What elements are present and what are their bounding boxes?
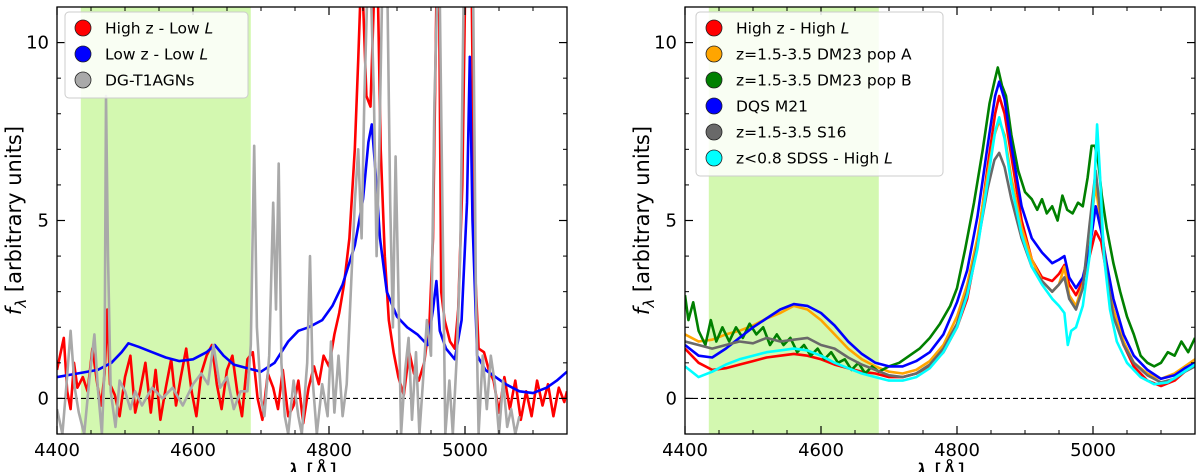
left-legend-marker [74,19,92,37]
left-series-line-2 [57,55,567,395]
left-legend: High z - Low L Low z - Low L DG-T1AGNs [64,11,249,99]
right-y-tick-label: 5 [666,211,677,232]
left-legend-label: Low z - Low L [105,46,208,64]
left-legend-marker [74,45,92,63]
right-y-tick-label: 0 [666,388,677,409]
right-legend-label: z=1.5-3.5 S16 [736,124,847,142]
left-x-tick-label: 4800 [306,440,352,461]
left-y-axis-label: fλ [arbitrary units] [2,126,30,315]
right-legend-marker [705,71,723,89]
right-legend-label: z<0.8 SDSS - High L [736,150,893,168]
right-x-tick-label: 4800 [934,440,980,461]
left-x-tick-label: 4400 [34,440,80,461]
right-panel: 4400 4600 4800 5000 0 5 10 λ [Å] fλ [arbitrary u… [630,6,1196,472]
right-legend-marker [705,123,723,141]
left-series-line-3 [57,7,521,434]
right-legend-marker [705,45,723,63]
right-legend-frame [695,11,944,177]
right-legend-label: z=1.5-3.5 DM23 pop A [736,46,912,64]
left-legend-label: DG-T1AGNs [105,72,194,90]
right-y-tick-label: 10 [654,33,677,54]
right-x-axis-label: λ [Å] [914,458,965,472]
left-legend-marker [74,71,92,89]
right-y-axis-label: fλ [arbitrary units] [630,126,658,315]
left-panel: 4400 4600 4800 5000 0 5 10 λ [Å] fλ [arbitrary u… [2,6,568,472]
right-legend-label: High z - High L [736,20,849,38]
right-series-line-3 [685,66,1195,375]
left-x-tick-label: 4600 [170,440,216,461]
left-y-tick-label: 10 [26,33,49,54]
right-legend-label: z=1.5-3.5 DM23 pop B [736,72,912,90]
left-legend-label: High z - Low L [105,20,213,38]
right-x-tick-label: 4600 [798,440,844,461]
left-legend-frame [64,11,249,99]
right-legend-marker [705,149,723,167]
right-x-tick-label: 5000 [1070,440,1116,461]
left-x-tick-label: 5000 [442,440,488,461]
left-y-tick-label: 0 [38,388,49,409]
right-x-tick-label: 4400 [662,440,708,461]
right-series-line-6 [685,116,1195,386]
right-legend: High z - High L z=1.5-3.5 DM23 pop A z=1.5… [695,11,944,177]
right-legend-marker [705,97,723,115]
right-legend-marker [705,19,723,37]
left-x-axis-label: λ [Å] [286,458,337,472]
left-y-tick-label: 5 [38,211,49,232]
right-legend-label: DQS M21 [736,98,808,116]
